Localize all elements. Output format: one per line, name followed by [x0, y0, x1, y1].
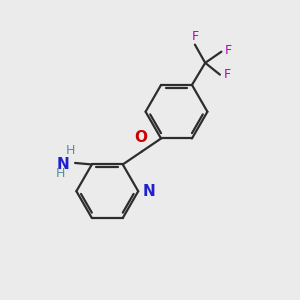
Text: F: F [224, 68, 231, 81]
Text: H: H [56, 167, 65, 180]
Text: F: F [225, 44, 232, 57]
Text: O: O [134, 130, 147, 145]
Text: H: H [66, 144, 75, 157]
Text: F: F [191, 30, 199, 43]
Text: N: N [56, 157, 69, 172]
Text: N: N [142, 184, 155, 199]
